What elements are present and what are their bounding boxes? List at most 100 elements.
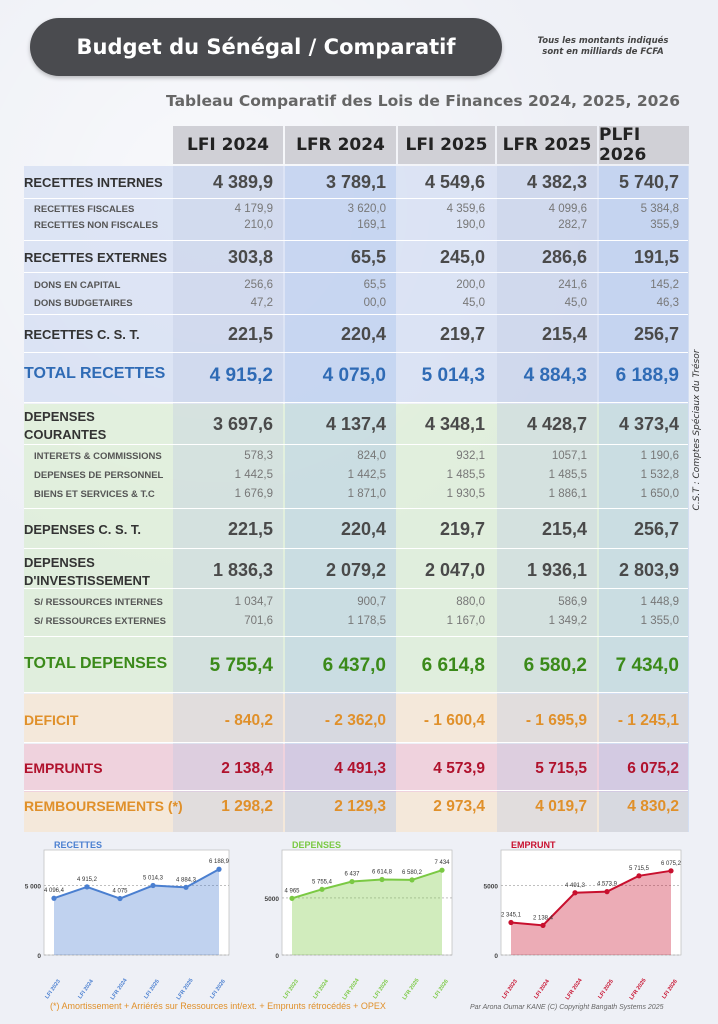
recettes-non-fiscales-label: RECETTES NON FISCALES: [34, 220, 159, 231]
row-separator: [24, 352, 688, 353]
x-tick-label: LFI 2026: [432, 979, 450, 1000]
x-tick-label: LFI 2023: [44, 979, 62, 1000]
column-header: LFI 2025: [398, 126, 495, 164]
data-label: 4 573,9: [597, 882, 618, 888]
recettes-externes-value: 245,0: [439, 247, 485, 267]
remboursements-band: [24, 792, 688, 832]
emprunts-value: 6 075,2: [627, 760, 679, 777]
chart-svg: 0 5000 2 345,1 LFI 2023 2 138,4 LFI 2024 4 491…: [484, 849, 682, 1000]
x-tick-label: LFR 2025: [176, 978, 195, 1000]
recettes-internes-value: 5 740,7: [618, 172, 679, 192]
row-separator: [24, 444, 688, 445]
ress-externes-value: 1 178,5: [347, 615, 386, 627]
recettes-externes-label: RECETTES EXTERNES: [24, 250, 168, 265]
data-label: 2 345,1: [501, 913, 522, 919]
total-depenses-value: 6 614,8: [421, 655, 485, 676]
depenses-invest-value: 1 836,3: [212, 560, 273, 580]
depenses-invest-label-2: D'INVESTISSEMENT: [24, 573, 150, 588]
deficit-value: - 1 600,4: [423, 712, 485, 729]
recettes-cst-value: 256,7: [633, 324, 679, 344]
table-subtitle: Tableau Comparatif des Lois de Finances …: [166, 92, 680, 110]
column-tint: [497, 166, 597, 832]
column-tint: [599, 166, 689, 832]
data-point: [572, 890, 578, 896]
row-separator: [24, 508, 688, 509]
row-separator: [24, 402, 688, 403]
data-label: 6 580,2: [402, 870, 423, 876]
series-area: [292, 870, 442, 955]
emprunts-label: EMPRUNTS: [24, 760, 103, 776]
emprunts-value: 2 138,4: [221, 760, 273, 777]
personnel-value: 1 485,5: [446, 469, 485, 481]
x-tick-label: LFI 2026: [209, 979, 227, 1000]
total-recettes-value: 4 915,2: [209, 365, 273, 386]
plot-area: [281, 849, 453, 956]
depenses-cst-label: DEPENSES C. S. T.: [24, 522, 142, 537]
depenses-cst-value: 219,7: [439, 519, 485, 539]
deficit-value: - 2 362,0: [324, 712, 386, 729]
biens-services-value: 1 886,1: [548, 488, 587, 500]
deficit-value: - 840,2: [224, 712, 273, 729]
recettes-fiscales-value: 4 099,6: [548, 203, 587, 215]
row-separator: [24, 588, 688, 589]
copyright: Par Arona Oumar KANE (C) Copyright Banga…: [470, 1004, 664, 1011]
recettes-internes-value: 3 789,1: [325, 172, 386, 192]
recettes-externes-value: 191,5: [633, 247, 679, 267]
ress-externes-value: 1 349,2: [548, 615, 587, 627]
chart-title: RECETTES: [54, 840, 103, 850]
depenses-courantes-value: 4 348,1: [424, 414, 485, 434]
data-point: [604, 889, 610, 895]
y-tick-label: 0: [275, 953, 279, 960]
x-tick-label: LFR 2024: [110, 977, 129, 1000]
data-label: 4 075: [112, 889, 128, 895]
units-note: Tous les montants indiqués sont en milli…: [537, 36, 669, 57]
y-tick-label: 5000: [265, 896, 280, 903]
dons-budgetaires-value: 00,0: [363, 297, 386, 309]
row-separator: [24, 240, 688, 241]
data-point: [183, 884, 189, 890]
ress-internes-value: 586,9: [558, 596, 587, 608]
interets-value: 1 190,6: [640, 450, 679, 462]
biens-services-value: 1 930,5: [446, 488, 485, 500]
series-line: [53, 868, 220, 900]
recettes-fiscales-label: RECETTES FISCALES: [34, 204, 135, 215]
remboursements-value: 1 298,2: [221, 798, 273, 815]
data-point: [668, 868, 674, 874]
row-separator: [24, 272, 688, 273]
depenses-invest-value: 2 803,9: [618, 560, 679, 580]
chart-recettes: RECETTES 0 5 000 4 096,4 LFI 2023 4 915,2 LFI …: [24, 830, 239, 1000]
personnel-label: DEPENSES DE PERSONNEL: [34, 470, 164, 481]
recettes-fiscales-value: 4 359,6: [446, 203, 485, 215]
data-point: [319, 886, 325, 892]
data-point: [150, 882, 156, 889]
total-recettes-value: 5 014,3: [421, 365, 485, 386]
recettes-fiscales-value: 3 620,0: [347, 203, 386, 215]
dons-budgetaires-value: 46,3: [656, 297, 679, 309]
series-line: [291, 869, 443, 900]
x-tick-label: LFI 2024: [312, 978, 330, 1000]
depenses-courantes-value: 4 137,4: [325, 414, 386, 434]
data-point: [349, 878, 355, 885]
data-label: 5 014,3: [143, 876, 164, 882]
recettes-cst-value: 215,4: [541, 324, 587, 344]
total-recettes-value: 6 188,9: [615, 365, 679, 386]
row-separator: [24, 636, 688, 637]
ress-internes-value: 900,7: [357, 596, 386, 608]
total-depenses-value: 7 434,0: [615, 655, 679, 676]
interets-value: 1057,1: [551, 450, 587, 462]
biens-services-label: BIENS ET SERVICES & T.C: [34, 489, 155, 500]
depenses-invest-value: 2 047,0: [424, 560, 485, 580]
x-tick-label: LFI 2024: [77, 978, 95, 1000]
ress-internes-value: 1 448,9: [640, 596, 679, 608]
page-title: Budget du Sénégal / Comparatif: [30, 18, 502, 76]
chart-title: EMPRUNT: [511, 840, 556, 850]
plot-area: [43, 849, 230, 956]
dons-budgetaires-value: 47,2: [250, 297, 273, 309]
remboursements-value: 4 019,7: [535, 798, 587, 815]
deficit-band: [24, 694, 688, 742]
dons-capital-label: DONS EN CAPITAL: [34, 280, 121, 291]
footer-note: (*) Amortissement + Arriérés sur Ressour…: [50, 1001, 386, 1011]
recettes-cst-value: 220,4: [340, 324, 386, 344]
